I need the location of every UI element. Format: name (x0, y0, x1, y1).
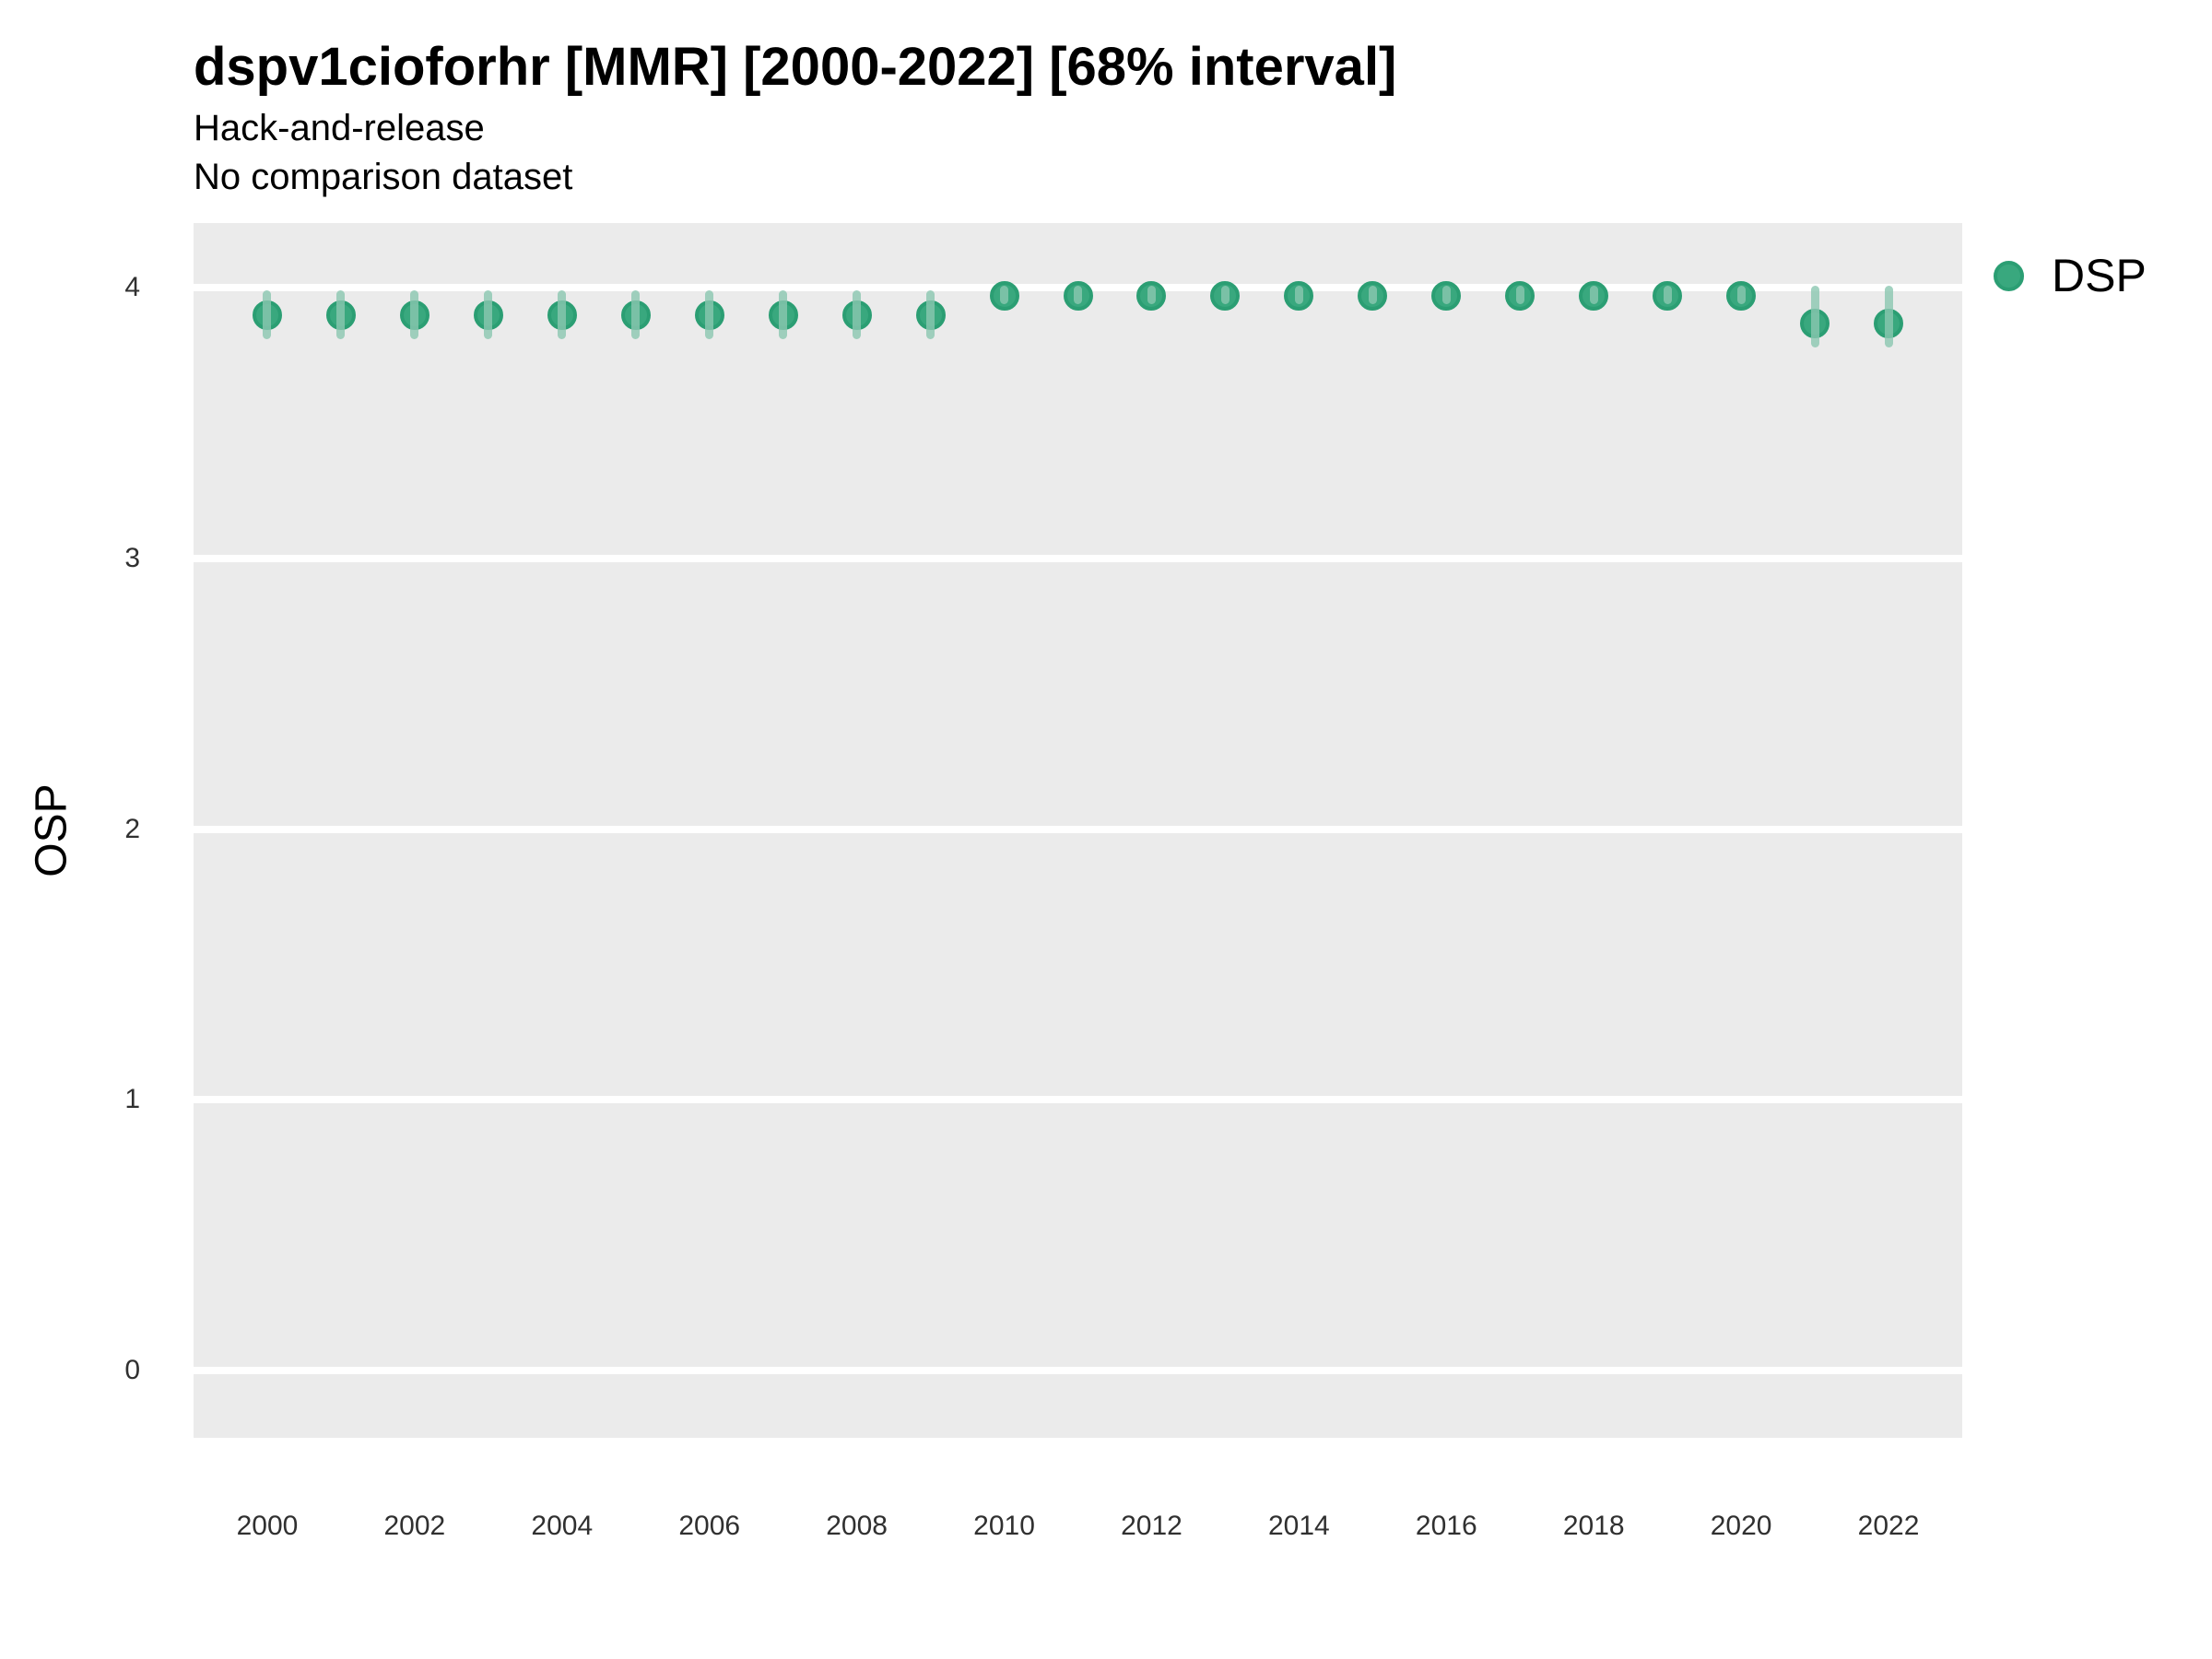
plot-panel (194, 223, 1962, 1438)
legend-label-dsp: DSP (2052, 250, 2147, 301)
interval-bar-2005 (631, 290, 641, 340)
interval-bar-2019 (1663, 285, 1672, 305)
legend: DSP (1994, 253, 2147, 299)
y-tick-label-4: 4 (124, 272, 140, 303)
data-point-2014 (1284, 281, 1314, 312)
interval-bar-2006 (705, 290, 714, 340)
x-tick-label-2016: 2016 (1415, 1511, 1477, 1541)
interval-bar-2017 (1515, 285, 1524, 305)
interval-bar-2021 (1810, 285, 1819, 347)
interval-bar-2007 (779, 290, 788, 340)
x-tick-label-2012: 2012 (1121, 1511, 1182, 1541)
interval-bar-2009 (926, 290, 935, 340)
x-tick-label-2014: 2014 (1268, 1511, 1330, 1541)
interval-bar-2013 (1220, 285, 1230, 305)
interval-bar-2008 (853, 290, 862, 340)
y-gridline-3 (194, 554, 1962, 562)
interval-bar-2014 (1294, 285, 1303, 305)
y-tick-label-2: 2 (124, 813, 140, 844)
x-tick-label-2008: 2008 (826, 1511, 888, 1541)
y-tick-label-0: 0 (124, 1354, 140, 1385)
x-tick-label-2020: 2020 (1710, 1511, 1772, 1541)
chart-subtitle-line2: No comparison dataset (194, 157, 573, 197)
x-tick-label-2002: 2002 (383, 1511, 446, 1541)
interval-bar-2020 (1736, 285, 1746, 305)
interval-bar-2001 (336, 290, 346, 340)
chart-title: dspv1cioforhr [MMR] [2000-2022] [68% int… (194, 37, 1397, 97)
interval-bar-2000 (263, 290, 272, 340)
interval-bar-2015 (1368, 285, 1377, 305)
x-tick-label-2000: 2000 (236, 1511, 299, 1541)
x-tick-label-2022: 2022 (1857, 1511, 1920, 1541)
y-gridline-2 (194, 825, 1962, 833)
x-tick-label-2004: 2004 (531, 1511, 594, 1541)
interval-bar-2004 (558, 290, 567, 340)
interval-bar-2022 (1884, 285, 1893, 347)
interval-bar-2011 (1074, 285, 1082, 305)
interval-bar-2018 (1589, 285, 1598, 305)
y-gridline-1 (194, 1096, 1962, 1104)
y-gridline-0 (194, 1366, 1962, 1374)
interval-bar-2016 (1441, 285, 1451, 305)
chart-subtitle-line1: Hack-and-release (194, 108, 485, 148)
interval-bar-2002 (410, 290, 419, 340)
x-tick-label-2010: 2010 (973, 1511, 1035, 1541)
x-tick-label-2018: 2018 (1562, 1511, 1625, 1541)
x-tick-label-2006: 2006 (678, 1511, 741, 1541)
interval-bar-2003 (484, 290, 493, 340)
interval-bar-2010 (1000, 285, 1009, 305)
legend-point-icon (1994, 260, 2024, 291)
y-tick-label-3: 3 (124, 542, 140, 573)
interval-bar-2012 (1147, 285, 1156, 305)
y-tick-label-1: 1 (124, 1084, 140, 1115)
